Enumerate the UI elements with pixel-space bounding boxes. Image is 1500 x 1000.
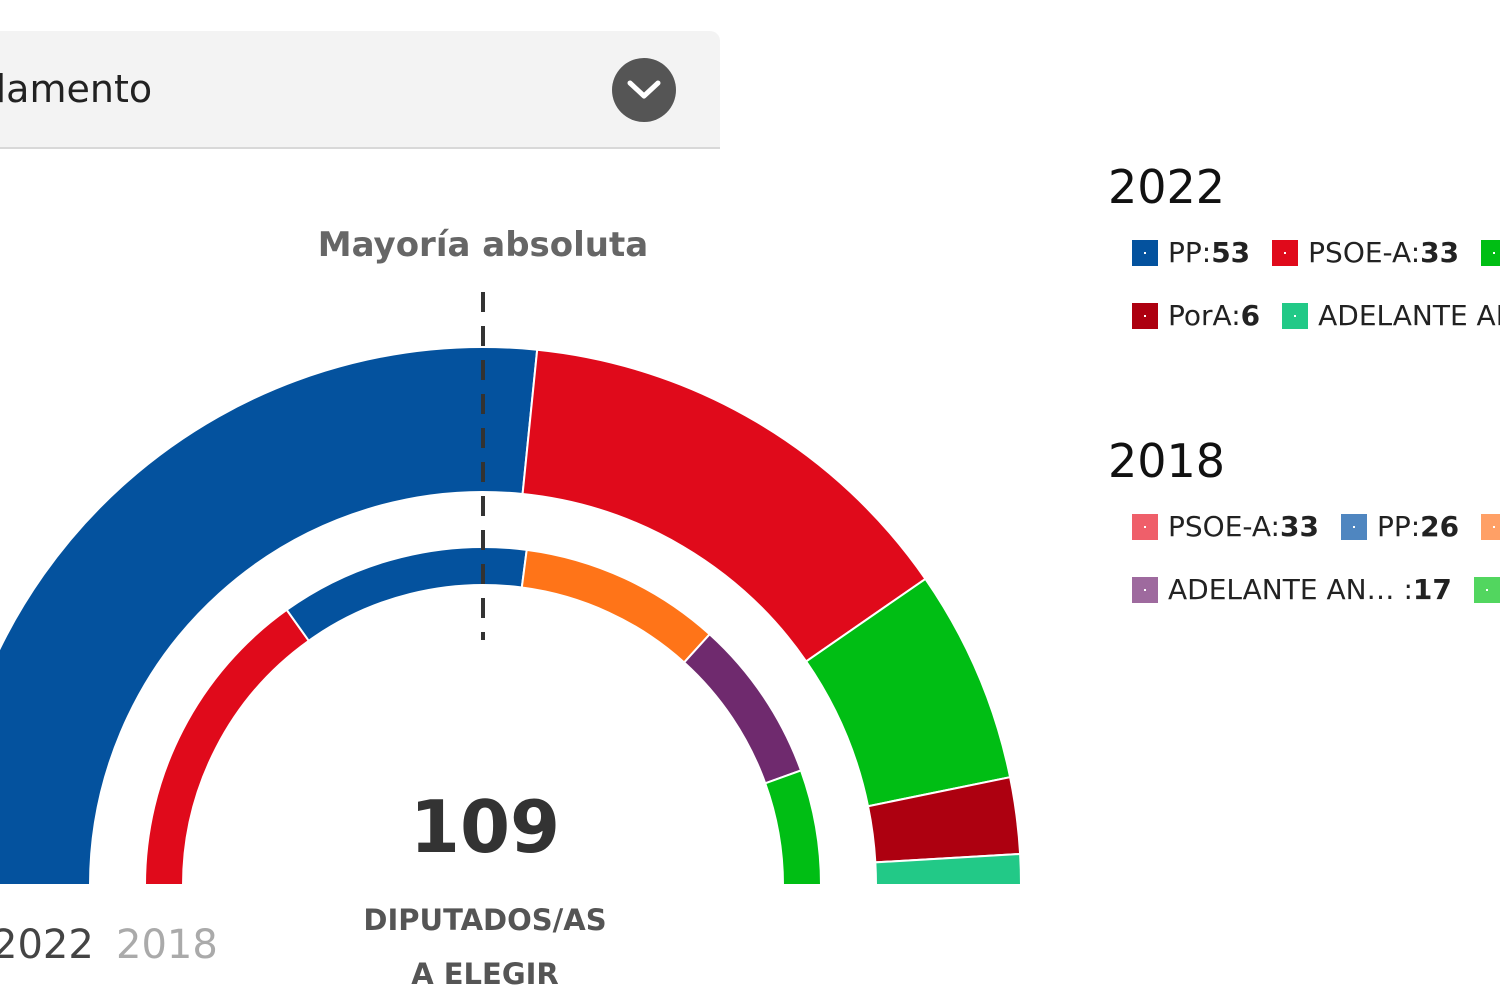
legend-swatch [1132, 576, 1158, 603]
seat-arc-2018-pp [285, 546, 528, 643]
seat-arc-2022-pp [0, 346, 539, 886]
legend-2022-row2: PorA: 6 ADELANTE AN [1132, 299, 1500, 332]
legend-label: PP: [1168, 236, 1212, 269]
legend-item: PSOE-A: 33 [1132, 510, 1319, 543]
legend-2018-row2: ADELANTE AN… :17 [1132, 573, 1500, 606]
legend-swatch [1132, 239, 1158, 266]
ring-2022 [0, 346, 1023, 886]
ring-2018 [143, 546, 823, 886]
total-caption-line2: A ELEGIR [411, 957, 559, 991]
legend-value: 17 [1412, 573, 1452, 606]
tab-2022[interactable]: 2022 [0, 922, 94, 968]
dropdown-label: rlamento [0, 67, 153, 111]
hemicycle-chart: Mayoría absoluta 109 DIPUTADOS/AS A ELEG… [0, 225, 1023, 991]
legend-value: 53 [1211, 236, 1251, 269]
legend-swatch [1340, 513, 1367, 540]
legend-item: PP: 26 [1340, 510, 1460, 543]
legend-label: PP: [1376, 510, 1421, 543]
legend-item: PP: 53 [1132, 236, 1250, 269]
seat-arc-2022-psoe-a [521, 348, 927, 663]
seat-arc-2022-adelante-an [874, 852, 1023, 886]
chamber-dropdown[interactable]: rlamento [0, 31, 720, 149]
seat-arc-2018-psoe-a [143, 608, 311, 886]
tab-2018[interactable]: 2018 [116, 922, 218, 968]
legend-label: PSOE-A: [1308, 236, 1421, 269]
legend-item: PSOE-A: 33 [1272, 236, 1459, 269]
legend-item [1481, 239, 1500, 266]
seat-arc-2018-adelante-an [682, 632, 803, 785]
legend-item: PorA: 6 [1132, 299, 1260, 332]
legend-value: 26 [1420, 510, 1460, 543]
legend-year-2022: 2022 [1108, 160, 1226, 214]
legend-label: PSOE-A: [1168, 510, 1280, 543]
legend-swatch [1272, 239, 1299, 266]
legend-item: ADELANTE AN [1282, 299, 1500, 332]
total-caption-line1: DIPUTADOS/AS [363, 903, 606, 937]
seat-arc-2018-vox [763, 769, 823, 886]
legend-swatch [1481, 513, 1500, 540]
legend-swatch [1481, 239, 1500, 266]
legend-label: PorA: [1168, 299, 1241, 332]
seat-arc-2018-cs [520, 548, 712, 664]
total-seats: 109 [410, 785, 560, 869]
legend-item [1481, 513, 1500, 540]
legend-year-2018: 2018 [1108, 434, 1226, 488]
legend-swatch [1473, 576, 1500, 603]
legend-item [1473, 576, 1500, 603]
majority-label: Mayoría absoluta [318, 225, 648, 265]
legend-value: 6 [1240, 299, 1261, 332]
legend-swatch [1132, 302, 1158, 329]
chevron-down-icon[interactable] [612, 58, 676, 122]
legend-label: ADELANTE AN… : [1168, 573, 1413, 606]
legend-value: 33 [1279, 510, 1319, 543]
legend-label: ADELANTE AN [1318, 299, 1500, 332]
legend-swatch [1282, 302, 1309, 329]
legend-2022-row1: PP: 53 PSOE-A: 33 [1132, 236, 1500, 269]
legend-swatch [1132, 513, 1158, 540]
legend-2018-row1: PSOE-A: 33 PP: 26 [1132, 510, 1500, 543]
legend-item: ADELANTE AN… :17 [1132, 573, 1452, 606]
legend-value: 33 [1420, 236, 1460, 269]
